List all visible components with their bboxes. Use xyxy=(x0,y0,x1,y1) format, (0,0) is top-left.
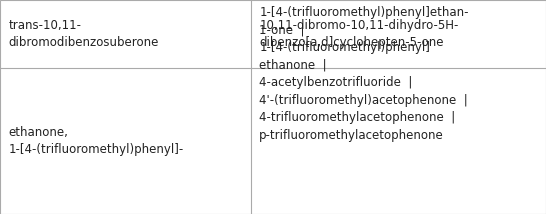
Text: ethanone,
1-[4-(trifluoromethyl)phenyl]-: ethanone, 1-[4-(trifluoromethyl)phenyl]- xyxy=(8,126,183,156)
Text: 10,11-dibromo-10,11-dihydro-5H-
dibenzo[a,d]cyclohepten-5-one: 10,11-dibromo-10,11-dihydro-5H- dibenzo[… xyxy=(259,19,459,49)
Text: 1-[4-(trifluoromethyl)phenyl]ethan-
1-one  |
1-[4-(trifluoromethyl)phenyl]
ethan: 1-[4-(trifluoromethyl)phenyl]ethan- 1-on… xyxy=(259,6,469,142)
Text: trans-10,11-
dibromodibenzosuberone: trans-10,11- dibromodibenzosuberone xyxy=(8,19,158,49)
